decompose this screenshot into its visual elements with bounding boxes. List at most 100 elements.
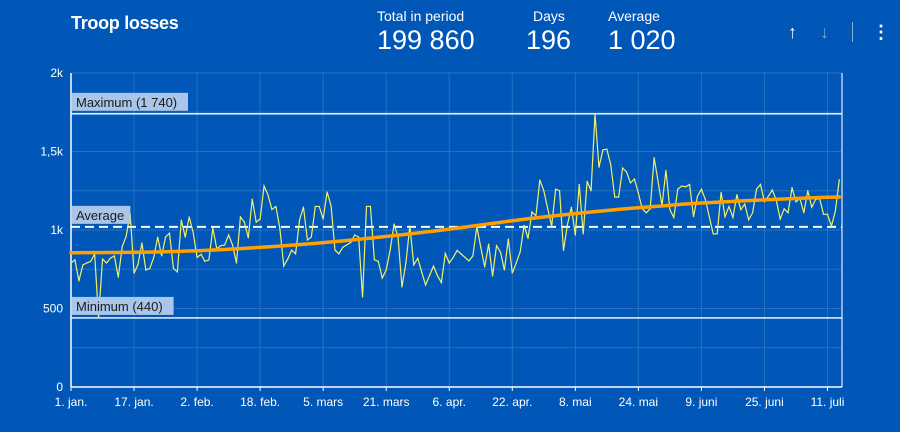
data-point	[527, 237, 529, 239]
data-point	[239, 216, 242, 218]
data-point	[263, 185, 265, 187]
data-point	[688, 183, 691, 186]
data-point	[673, 216, 675, 219]
data-point	[480, 246, 482, 248]
data-point	[468, 260, 470, 262]
stat-days: Days 196	[526, 8, 571, 56]
more-vertical-icon[interactable]: ⋮	[872, 22, 890, 42]
stat-average-value: 1 020	[608, 25, 676, 55]
data-point	[622, 167, 624, 169]
data-point	[732, 216, 734, 219]
data-point	[665, 169, 667, 171]
data-point	[90, 260, 92, 262]
data-point	[511, 272, 513, 274]
data-point	[488, 243, 490, 245]
data-point	[314, 205, 316, 208]
data-point	[330, 205, 332, 207]
data-point	[807, 190, 809, 192]
data-point	[204, 260, 206, 262]
stat-days-label: Days	[533, 8, 565, 24]
data-point	[602, 149, 604, 151]
data-point	[413, 264, 415, 266]
data-point	[771, 189, 773, 191]
stat-average: Average 1 020	[608, 8, 676, 56]
data-point	[618, 196, 620, 198]
data-point	[440, 281, 442, 284]
data-point	[633, 178, 636, 180]
data-point	[637, 192, 639, 194]
chart-title: Troop losses	[71, 13, 179, 33]
data-point	[610, 164, 612, 166]
data-point	[220, 245, 222, 247]
data-point	[247, 237, 249, 239]
data-point	[590, 190, 592, 192]
data-point	[653, 157, 655, 159]
data-point	[369, 205, 372, 208]
data-point	[137, 263, 139, 266]
x-tick-label: 6. apr.	[433, 395, 466, 409]
data-point	[755, 188, 758, 190]
x-tick-label: 9. juni	[685, 395, 717, 409]
data-point	[822, 213, 825, 215]
data-point	[582, 233, 584, 235]
data-point	[748, 219, 750, 221]
data-point	[255, 221, 257, 223]
data-point	[342, 246, 344, 248]
data-point	[811, 206, 813, 208]
reference-label-box	[72, 92, 188, 111]
data-point	[531, 211, 533, 213]
data-point	[586, 180, 588, 182]
data-point	[86, 262, 88, 264]
data-point	[82, 264, 84, 266]
data-point	[787, 212, 789, 214]
reference-label-box	[72, 205, 131, 224]
data-point	[358, 236, 360, 238]
data-point	[145, 269, 147, 271]
data-point	[495, 245, 498, 247]
data-point	[795, 201, 797, 203]
data-point	[594, 113, 596, 115]
data-point	[428, 274, 431, 277]
data-point	[606, 148, 608, 150]
data-point	[287, 258, 289, 260]
data-point	[566, 223, 569, 226]
data-point	[432, 265, 435, 267]
data-point	[669, 208, 671, 211]
arrow-up-icon[interactable]: ↑	[788, 22, 797, 42]
data-point	[298, 219, 301, 221]
data-point	[551, 225, 553, 227]
data-point	[172, 267, 175, 270]
data-point	[334, 249, 336, 251]
data-point	[519, 251, 521, 253]
data-point	[736, 194, 738, 196]
data-point	[456, 249, 458, 252]
daily-losses-line	[70, 113, 840, 318]
x-tick-label: 11. juli	[811, 395, 845, 409]
data-point	[346, 244, 348, 246]
data-point	[752, 212, 754, 214]
data-point	[696, 195, 699, 197]
data-point	[558, 190, 561, 192]
arrow-down-icon[interactable]: ↓	[820, 22, 829, 42]
stat-total-label: Total in period	[377, 8, 465, 24]
data-point	[105, 262, 108, 264]
x-tick-label: 24. mai	[619, 395, 658, 409]
data-point	[409, 225, 411, 227]
data-point	[464, 256, 466, 259]
data-point	[728, 205, 730, 208]
data-point	[708, 216, 710, 218]
data-point	[97, 317, 100, 319]
stat-total-value: 199 860	[377, 25, 475, 55]
data-point	[578, 183, 580, 186]
data-point	[149, 267, 151, 270]
data-point	[555, 188, 557, 190]
x-tick-label: 22. apr.	[492, 395, 532, 409]
toolbar-divider	[852, 22, 853, 42]
data-point	[377, 260, 379, 262]
data-point	[744, 203, 746, 205]
data-point	[164, 236, 167, 238]
data-point	[168, 232, 171, 234]
data-point	[294, 253, 297, 255]
data-point	[740, 208, 742, 211]
data-point	[350, 241, 352, 244]
